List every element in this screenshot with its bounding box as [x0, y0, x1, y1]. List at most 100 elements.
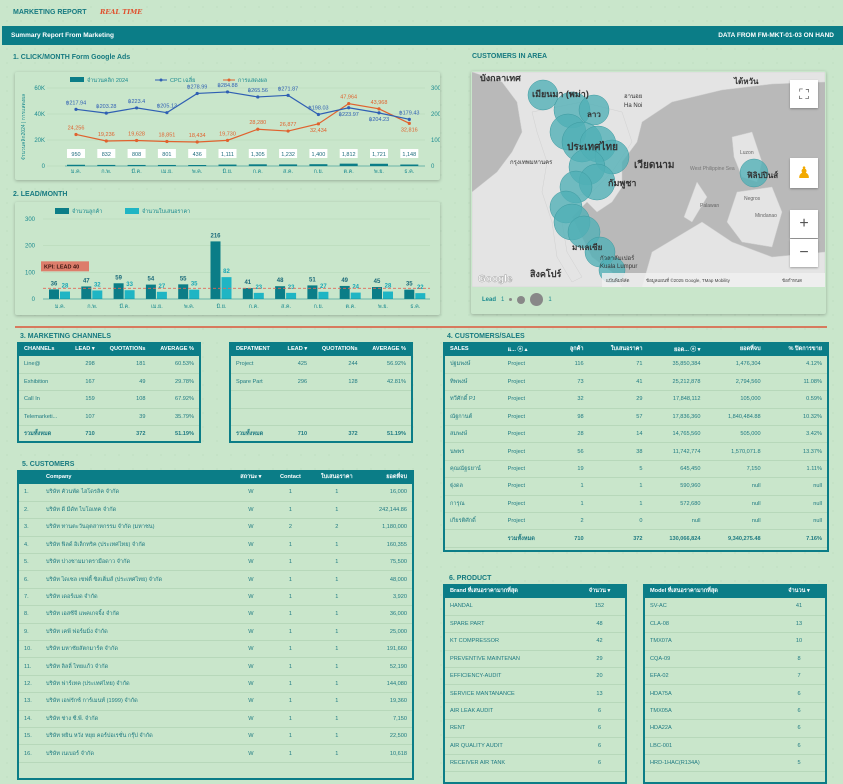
column-header[interactable]: LEAD ▾: [66, 342, 100, 356]
column-header[interactable]: ยอดที่จบ: [363, 470, 412, 484]
table-row[interactable]: PREVENTIVE MAINTENAN 29: [445, 650, 625, 669]
table-row[interactable]: HANDAL 152: [445, 598, 625, 616]
column-header[interactable]: DEPATMENT: [231, 342, 280, 356]
table-row[interactable]: 2. บริษัท ดี มีดัท ไบโอเทค จำกัด W 1 1 242,14…: [19, 501, 412, 520]
table-row[interactable]: สมพงษ์ Project 28 14 14,765,560 505,000 3.42%: [445, 425, 827, 444]
table-row[interactable]: Line@ 298 181 60.53%: [19, 356, 199, 374]
column-header[interactable]: ยอดที่จบ: [705, 342, 766, 356]
column-header[interactable]: Contact: [270, 470, 311, 484]
bar-value-label: 59: [115, 275, 122, 281]
table-cell: 41: [588, 373, 648, 392]
table-row[interactable]: KT COMPRESSOR 42: [445, 632, 625, 651]
table-row[interactable]: ฐุ่งดล Project 1 1 590,960 null null: [445, 477, 827, 496]
data-point: [135, 106, 139, 110]
column-header[interactable]: Brand ที่เสนอราคามากที่สุด: [445, 584, 575, 598]
table-row[interactable]: 11. บริษัท ลิลลี่ ไทยแก้ว จำกัด W 1 1 52,190: [19, 657, 412, 676]
column-header[interactable]: QUOTATIONs: [312, 342, 363, 356]
table-row[interactable]: คุณณัฐธยาน์ Project 19 5 645,450 7,150 1.11%: [445, 460, 827, 479]
column-header[interactable]: % ปิดการขาย: [765, 342, 827, 356]
bar-value-label: 45: [374, 279, 381, 285]
street-view-pegman[interactable]: ♟: [790, 158, 818, 188]
table-row[interactable]: 1. บริษัท คัวนพัด ไฮโดรลิค จำกัด W 1 1 16,000: [19, 484, 412, 502]
table-row[interactable]: AIR QUALITY AUDIT 6: [445, 737, 625, 756]
table-row[interactable]: 13. บริษัท เอฟรักซ์ การ์เมนท์ (1999) จำกั…: [19, 692, 412, 711]
table-row[interactable]: 7. บริษัท เดอร์เมด จำกัด W 1 1 3,920: [19, 588, 412, 607]
zoom-in-button[interactable]: +: [790, 210, 818, 238]
total-row[interactable]: รวมทั้งหมด 710 372 51.19%: [231, 425, 411, 441]
table-row[interactable]: 10. บริษัท มหาชัยสัตกมาร์ต จำกัด W 1 1 191,66…: [19, 640, 412, 659]
table-row[interactable]: HDA22A 6: [645, 719, 825, 738]
table-row[interactable]: 9. บริษัท เคพี ฟอร์มมิ่ง จำกัด W 1 1 25,000: [19, 623, 412, 642]
table-row[interactable]: 8. บริษัท เอสซีจี แพคเกจจิ้ง จำกัด W 1 1 36,0…: [19, 605, 412, 624]
table-row[interactable]: Call In 159 108 67.92%: [19, 390, 199, 409]
customers-table: Company สถานะ ▾ Contact ใบเสนอราคา ยอดที่จบ 1…: [17, 470, 414, 780]
table-row[interactable]: CLA-08 13: [645, 615, 825, 634]
table-cell: 1,180,000: [363, 518, 412, 537]
table-header-row: Brand ที่เสนอราคามากที่สุด จำนวน ▾: [445, 584, 625, 598]
table-cell: 39: [99, 408, 151, 427]
column-header[interactable]: ใบเสนอราคา: [588, 342, 648, 356]
table-cell: บริษัท ทานตะวันอุตสาหกรรม จำกัด (มหาชน): [41, 518, 231, 537]
click-label-bg: [370, 149, 388, 158]
table-row[interactable]: HDA75A 6: [645, 684, 825, 703]
table-row[interactable]: ณัฐกานต์ Project 98 57 17,836,360 1,840,484.8…: [445, 408, 827, 427]
table-row[interactable]: เกียรติศักดิ์ Project 2 0 null null null: [445, 512, 827, 531]
column-header[interactable]: SALES: [445, 342, 503, 356]
table-cell: null: [765, 495, 827, 514]
column-header[interactable]: AVERAGE %: [362, 342, 411, 356]
table-row[interactable]: Exhibition 167 49 29.78%: [19, 373, 199, 392]
table-row[interactable]: การุณ Project 1 1 572,680 null null: [445, 495, 827, 514]
table-row[interactable]: LBC-001 6: [645, 737, 825, 756]
table-row[interactable]: 15. บริษัท หยิน หวัง หยุย คอร์ปอเรชั่น กร…: [19, 727, 412, 746]
column-header[interactable]: [19, 470, 41, 484]
column-header[interactable]: QUOTATIONs: [99, 342, 151, 356]
total-row[interactable]: รวมทั้งหมด 710 372 51.19%: [19, 425, 199, 441]
table-row[interactable]: 14. บริษัท ช่าง ซี.พี. จำกัด W 1 1 7,150: [19, 710, 412, 728]
zoom-out-button[interactable]: −: [790, 239, 818, 267]
table-row[interactable]: นพพร Project 56 38 11,742,774 1,570,071.8 13.3…: [445, 442, 827, 461]
table-row[interactable]: TMX07A 10: [645, 632, 825, 651]
column-header[interactable]: CHANNELs: [19, 342, 67, 356]
table-row[interactable]: AIR LEAK AUDIT 6: [445, 702, 625, 721]
table-row[interactable]: 5. บริษัท ปางชามมาตรามือดาว จำกัด W 1 1 75,50…: [19, 553, 412, 572]
table-row[interactable]: 12. บริษัท ฟาร์เทค (ประเทศไทย) จำกัด W 1 1 14…: [19, 675, 412, 694]
table-row[interactable]: SV-AC 41: [645, 598, 825, 616]
click-label-bg: [127, 149, 146, 158]
column-header[interactable]: AVERAGE %: [150, 342, 199, 356]
column-header[interactable]: ยอด... ⓔ ▾: [647, 342, 706, 356]
table-row[interactable]: ทวีศักดิ์ PJ Project 32 29 17,848,112 105,000…: [445, 390, 827, 409]
table-row[interactable]: HRD-1HAC(R134A) 5: [645, 754, 825, 773]
column-header[interactable]: Company: [41, 470, 231, 484]
table-row[interactable]: SERVICE MANTANANCE 13: [445, 684, 625, 703]
column-header[interactable]: จำนวน ▾: [574, 584, 625, 598]
table-row[interactable]: SPARE PART 48: [445, 615, 625, 634]
table-row[interactable]: ทิพพงษ์ Project 73 41 25,212,878 2,794,560 11.…: [445, 373, 827, 392]
table-cell: 12.: [19, 675, 41, 694]
column-header[interactable]: จำนวน ▾: [773, 584, 825, 598]
column-header[interactable]: สถานะ ▾: [231, 470, 271, 484]
column-header[interactable]: ลูกค้า: [555, 342, 589, 356]
column-header[interactable]: แ... ⓔ ▴: [502, 342, 556, 356]
total-row[interactable]: รวมทั้งหมด 710 372 130,066,824 9,340,275.48 7…: [445, 529, 827, 548]
column-header[interactable]: Model ที่เสนอราคามากที่สุด: [645, 584, 774, 598]
table-row[interactable]: Spare Part 296 128 42.81%: [231, 373, 411, 392]
table-cell: 3,920: [363, 588, 412, 607]
column-header[interactable]: ใบเสนอราคา: [310, 470, 364, 484]
table-row[interactable]: 16. บริษัท เนเบอร์ จำกัด W 1 1 10,618: [19, 744, 412, 763]
table-row[interactable]: RECEIVER AIR TANK 6: [445, 754, 625, 773]
pegman-icon: ♟: [796, 165, 812, 182]
fullscreen-button[interactable]: ⛶: [790, 80, 818, 108]
column-header[interactable]: LEAD ▾: [279, 342, 313, 356]
table-row[interactable]: 6. บริษัท ไดเซล เซฟตี้ ซิสเต็มส์ (ประเทศไ…: [19, 570, 412, 589]
table-row[interactable]: CQA-09 8: [645, 650, 825, 669]
table-row[interactable]: 3. บริษัท ทานตะวันอุตสาหกรรม จำกัด (มหาชน…: [19, 518, 412, 537]
table-row[interactable]: 4. บริษัท ฟิลด์ อิเล็กทริค (ประเทศไทย) จำ…: [19, 536, 412, 555]
table-row[interactable]: Telemarketi... 107 39 35.79%: [19, 408, 199, 427]
table-row[interactable]: RENT 6: [445, 719, 625, 738]
table-row[interactable]: EFFICIENCY-AUDIT 20: [445, 667, 625, 686]
table-row[interactable]: ปฐมพงษ์ Project 116 71 35,850,384 1,476,304 4.…: [445, 356, 827, 374]
table-row[interactable]: Project 425 244 56.92%: [231, 356, 411, 374]
table-row[interactable]: TMX05A 6: [645, 702, 825, 721]
table-row[interactable]: EFA-02 7: [645, 667, 825, 686]
